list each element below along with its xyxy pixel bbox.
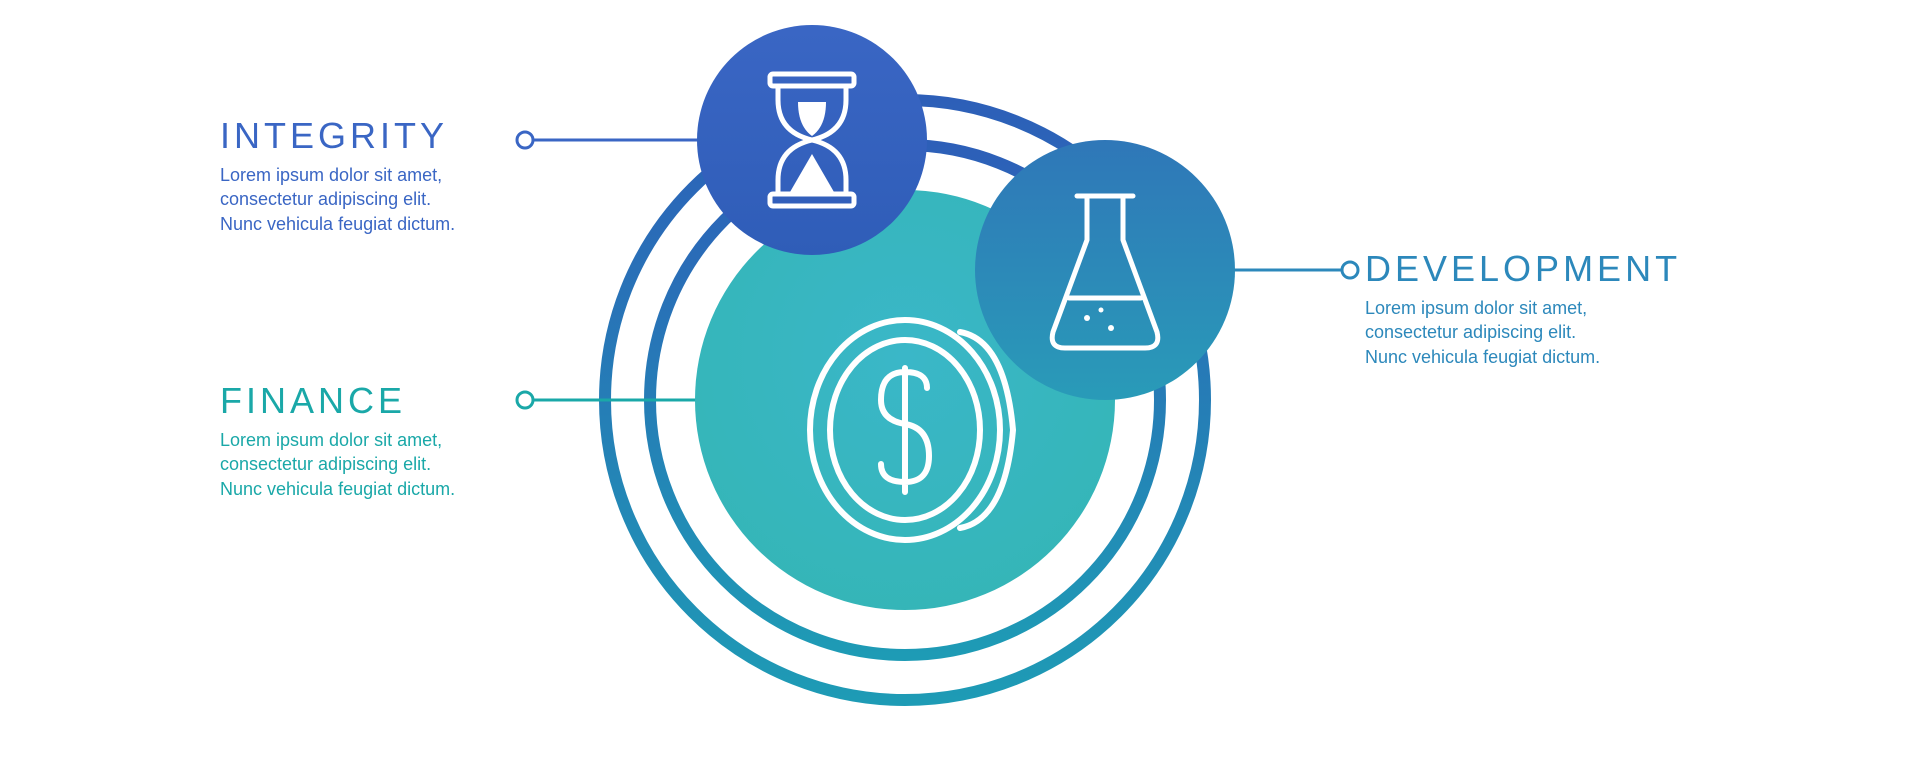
infographic-stage: INTEGRITY Lorem ipsum dolor sit amet, co… xyxy=(0,0,1920,769)
label-body-integrity: Lorem ipsum dolor sit amet, consectetur … xyxy=(220,163,740,236)
label-finance: FINANCE Lorem ipsum dolor sit amet, cons… xyxy=(220,380,740,501)
label-title-development: DEVELOPMENT xyxy=(1365,248,1885,290)
label-development: DEVELOPMENT Lorem ipsum dolor sit amet, … xyxy=(1365,248,1885,369)
node-development xyxy=(975,140,1235,400)
label-integrity: INTEGRITY Lorem ipsum dolor sit amet, co… xyxy=(220,115,740,236)
connector-dot-development xyxy=(1342,262,1358,278)
label-body-development: Lorem ipsum dolor sit amet, consectetur … xyxy=(1365,296,1885,369)
label-body-finance: Lorem ipsum dolor sit amet, consectetur … xyxy=(220,428,740,501)
label-title-finance: FINANCE xyxy=(220,380,740,422)
label-title-integrity: INTEGRITY xyxy=(220,115,740,157)
